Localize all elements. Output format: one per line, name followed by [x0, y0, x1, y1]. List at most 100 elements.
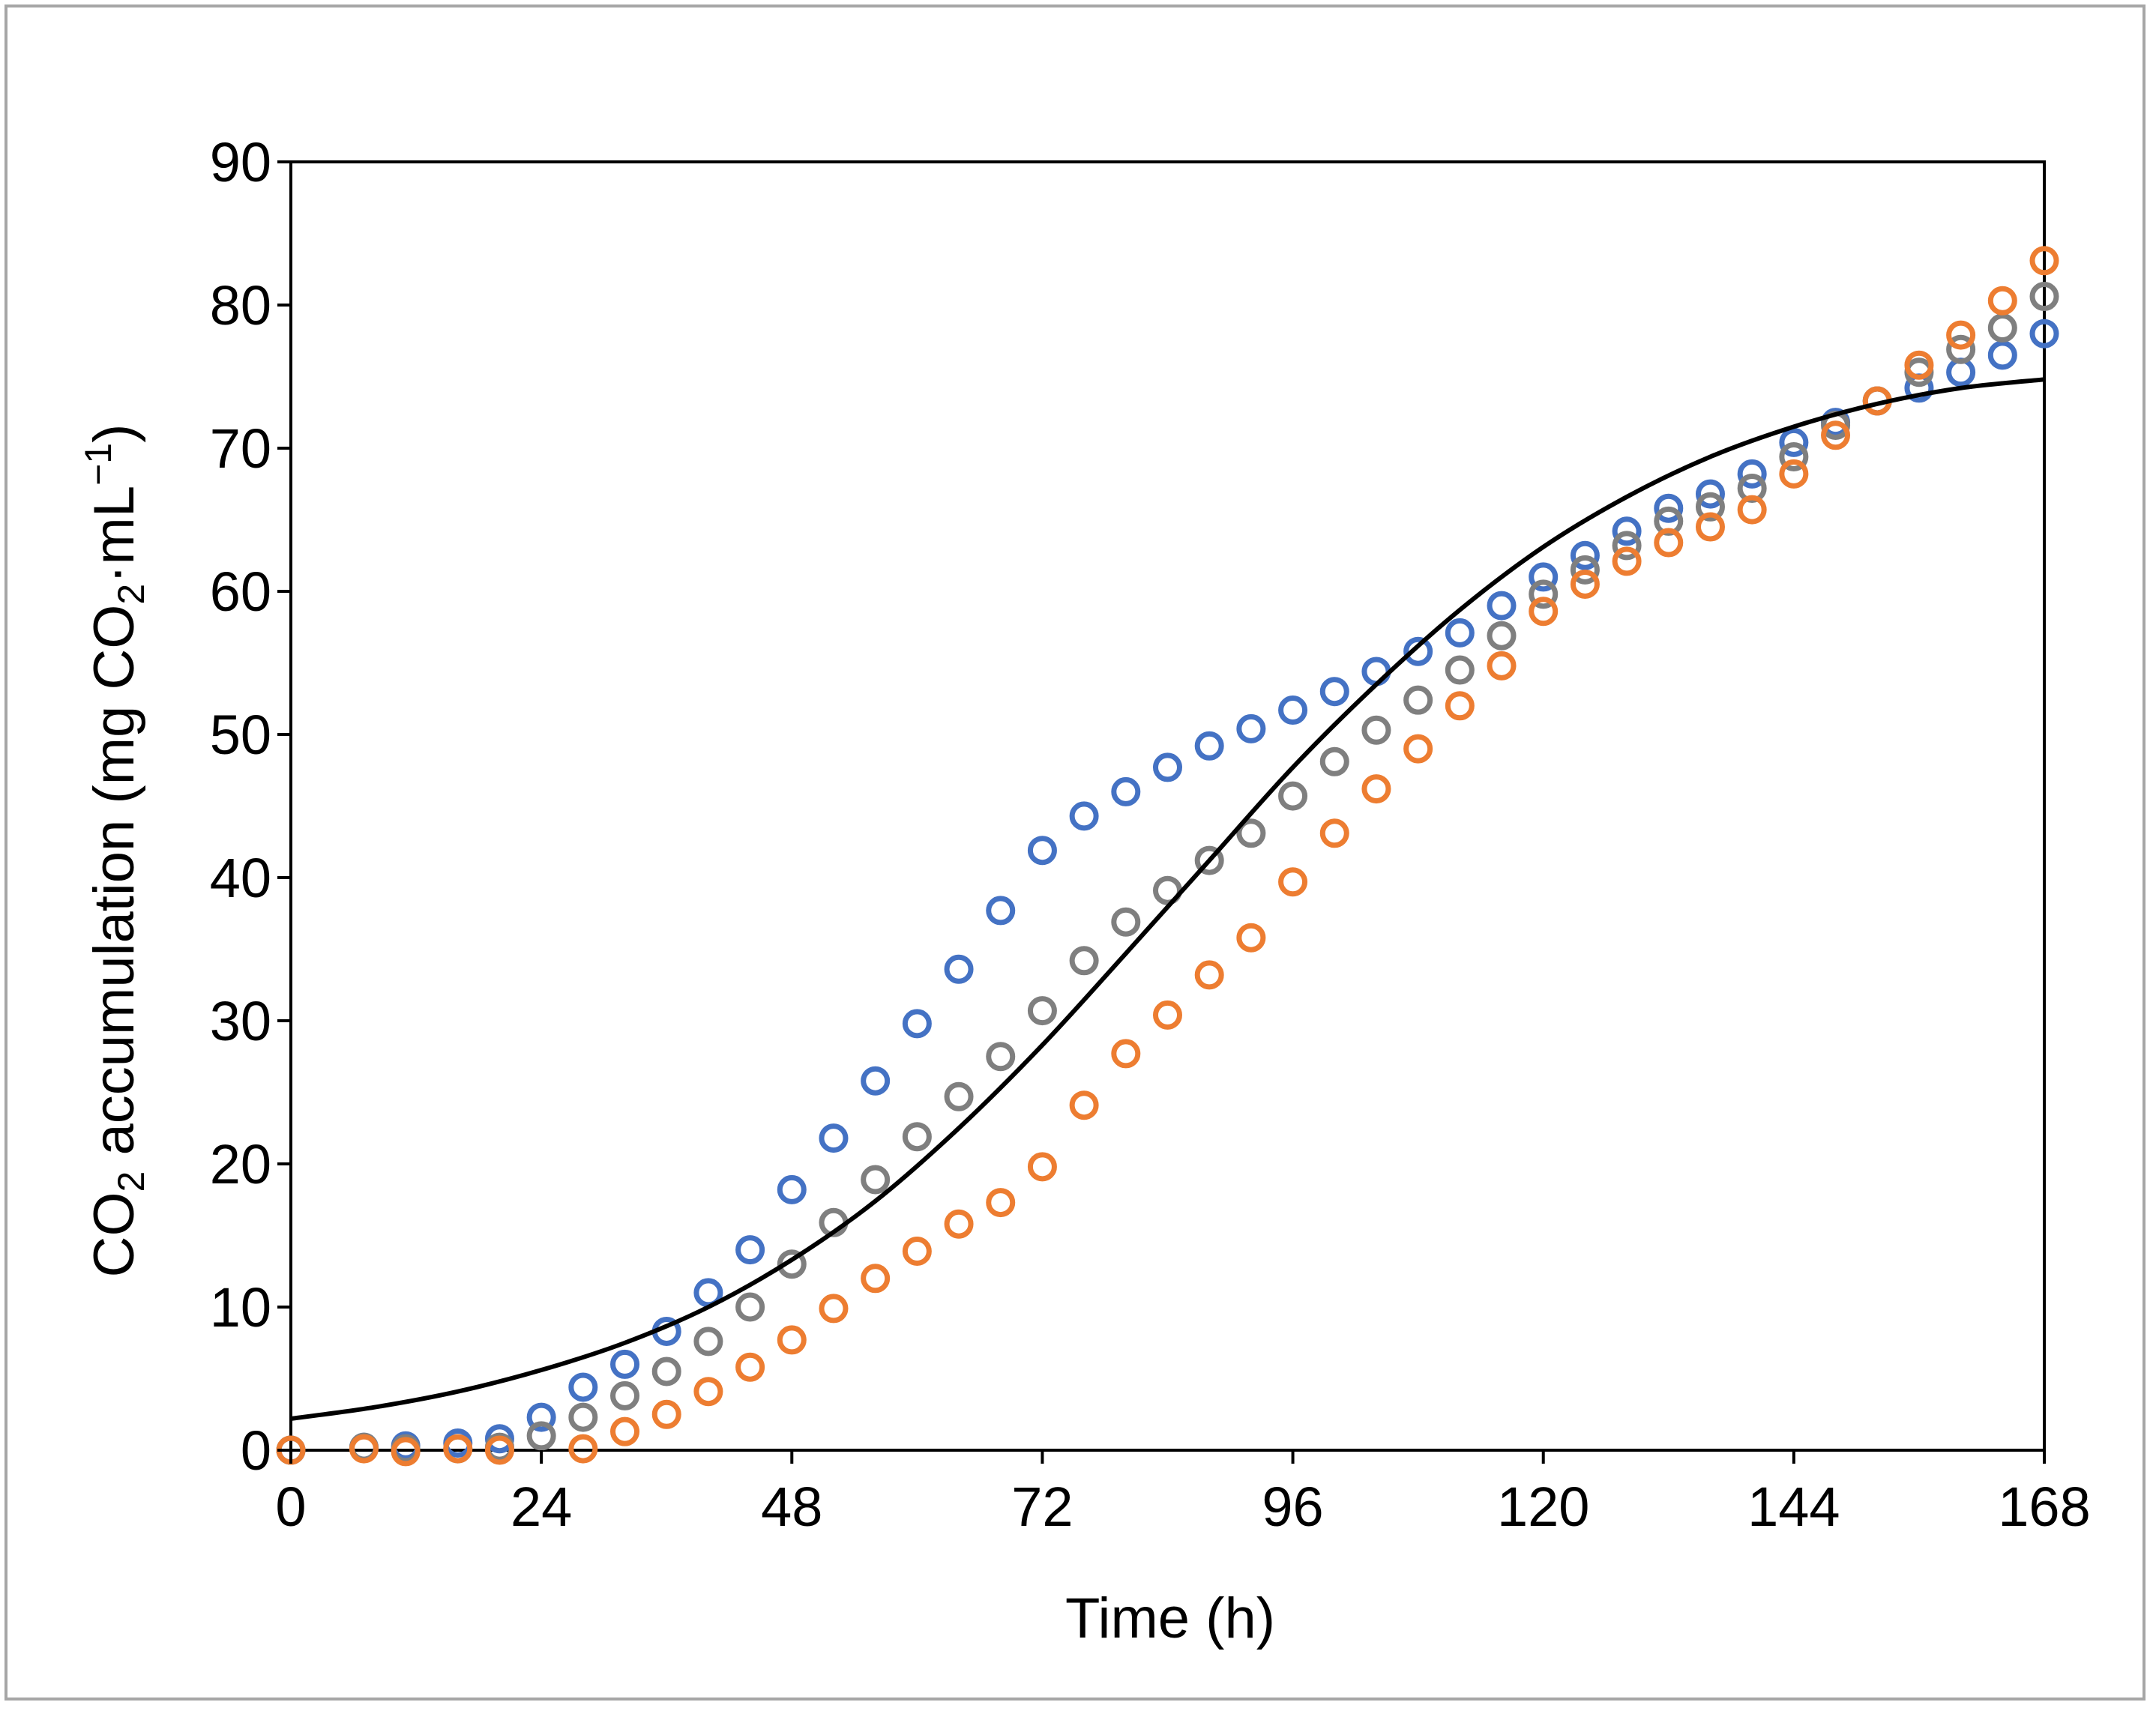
x-axis-title: Time (h) — [1065, 1587, 1275, 1650]
data-point-gray — [526, 1421, 556, 1451]
y-title-close: ) — [82, 424, 146, 443]
data-point-orange — [1904, 350, 1934, 380]
y-tick-label: 50 — [210, 704, 271, 766]
data-point-blue — [1153, 752, 1182, 782]
data-point-gray — [1695, 492, 1725, 522]
data-point-blue — [777, 1174, 807, 1204]
data-point-orange — [1153, 1000, 1182, 1030]
data-point-gray — [1069, 946, 1099, 976]
data-point-orange — [819, 1294, 849, 1324]
data-point-blue — [1737, 459, 1767, 489]
data-point-blue — [1027, 836, 1057, 866]
data-point-blue — [568, 1372, 598, 1402]
data-point-orange — [1319, 818, 1349, 848]
data-point-gray — [735, 1292, 765, 1322]
data-point-blue — [944, 954, 974, 984]
x-tick-label: 24 — [511, 1476, 572, 1538]
data-point-blue — [1529, 562, 1559, 592]
data-point-gray — [861, 1165, 891, 1195]
data-point-orange — [651, 1399, 681, 1429]
y-title-unit: ·mL — [82, 486, 146, 584]
data-point-blue — [1236, 713, 1266, 743]
x-tick-label: 96 — [1262, 1476, 1323, 1538]
y-tick-label: 10 — [210, 1276, 271, 1339]
data-point-orange — [1027, 1152, 1057, 1182]
data-point-orange — [1695, 512, 1725, 542]
data-point-blue — [861, 1066, 891, 1096]
data-point-orange — [1821, 420, 1851, 450]
data-point-orange — [1570, 569, 1600, 599]
data-point-blue — [986, 896, 1016, 926]
data-point-orange — [1111, 1039, 1141, 1069]
data-point-gray — [986, 1042, 1016, 1072]
data-point-orange — [693, 1377, 723, 1407]
y-tick-label: 80 — [210, 274, 271, 337]
data-point-orange — [1361, 774, 1391, 804]
data-point-gray — [1111, 907, 1141, 937]
figure-frame — [4, 4, 2146, 1701]
data-point-gray — [1570, 555, 1600, 585]
data-point-blue — [1319, 677, 1349, 707]
y-tick-label: 70 — [210, 417, 271, 480]
data-point-blue — [1069, 801, 1099, 831]
data-point-gray — [1946, 334, 1976, 364]
series-fit — [290, 377, 2045, 1421]
data-point-orange — [1529, 597, 1559, 627]
data-point-gray — [1278, 781, 1308, 811]
data-point-orange — [391, 1437, 421, 1467]
x-tick-label: 120 — [1497, 1476, 1589, 1538]
data-point-blue — [2029, 319, 2059, 348]
data-point-blue — [819, 1123, 849, 1153]
y-tick-label: 40 — [210, 847, 271, 909]
data-point-blue — [1445, 618, 1475, 648]
data-point-gray — [1236, 818, 1266, 848]
data-point-gray — [1779, 441, 1809, 471]
data-point-orange — [861, 1264, 891, 1294]
data-point-gray — [777, 1249, 807, 1279]
data-point-gray — [610, 1380, 640, 1410]
y-tick-label: 0 — [241, 1419, 271, 1482]
series-blue — [276, 319, 2059, 1465]
data-point-orange — [1487, 651, 1517, 681]
data-point-blue — [1987, 340, 2017, 370]
data-point-gray — [1612, 531, 1642, 561]
data-point-gray — [1529, 579, 1559, 609]
y-title-sup: −1 — [77, 443, 119, 486]
data-point-gray — [651, 1357, 681, 1386]
data-point-orange — [777, 1325, 807, 1355]
data-point-blue — [1278, 695, 1308, 725]
data-point-orange — [1737, 495, 1767, 525]
data-point-orange — [1403, 734, 1433, 764]
data-point-gray — [1361, 715, 1391, 745]
data-point-orange — [1654, 528, 1684, 558]
y-tick-label: 60 — [210, 561, 271, 623]
plot-area — [289, 160, 2046, 1452]
data-point-blue — [1111, 776, 1141, 806]
data-point-orange — [1987, 286, 2017, 316]
data-point-orange — [1445, 691, 1475, 721]
data-point-gray — [568, 1402, 598, 1432]
data-point-gray — [1194, 845, 1224, 875]
data-point-blue — [1194, 731, 1224, 761]
y-axis-ticks: 0 10 20 30 40 50 60 70 80 90 — [210, 131, 291, 1482]
x-axis-ticks: 0 24 48 72 96 120 144 168 — [275, 1450, 2091, 1538]
y-tick-label: 30 — [210, 990, 271, 1052]
plot-border — [289, 160, 2046, 1452]
y-tick-label: 20 — [210, 1133, 271, 1195]
data-point-orange — [1194, 960, 1224, 990]
data-point-blue — [1487, 591, 1517, 621]
data-point-gray — [2029, 282, 2059, 312]
y-title-sub-1: 2 — [110, 1171, 152, 1192]
data-point-orange — [349, 1434, 379, 1464]
data-point-orange — [568, 1434, 598, 1464]
data-point-blue — [902, 1009, 932, 1039]
data-point-blue — [526, 1402, 556, 1432]
data-point-gray — [1445, 655, 1475, 685]
series-layer — [276, 246, 2059, 1467]
data-point-orange — [443, 1434, 473, 1464]
data-point-blue — [1779, 427, 1809, 457]
data-point-blue — [1570, 540, 1600, 570]
x-tick-label: 48 — [761, 1476, 822, 1538]
data-point-gray — [1487, 621, 1517, 651]
